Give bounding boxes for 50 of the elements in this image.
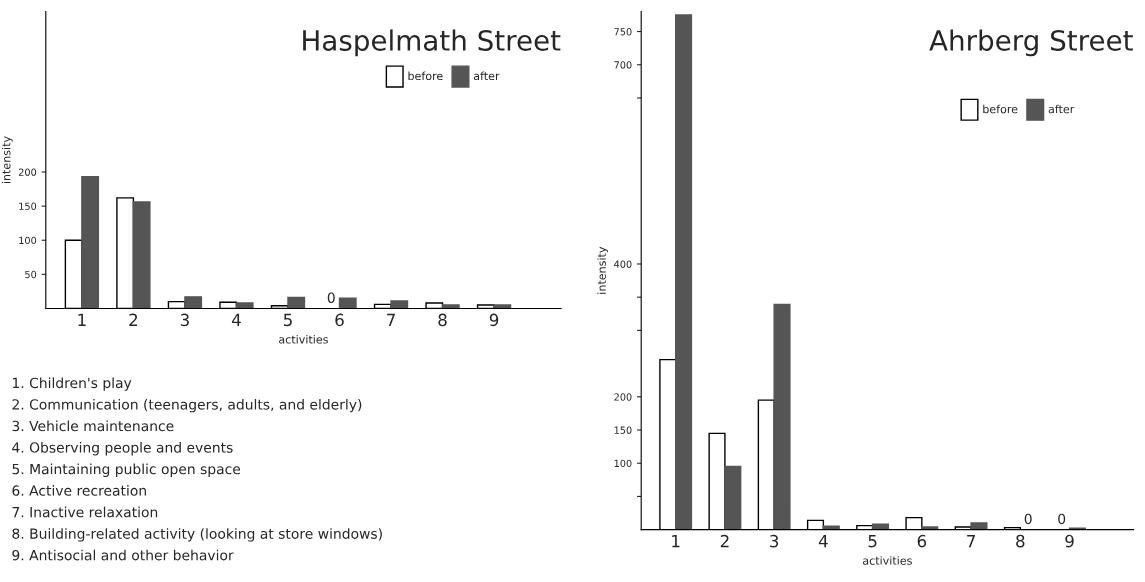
x-tick-label: 5	[283, 313, 292, 327]
y-tick-label: 100	[614, 459, 632, 468]
data-label: 0	[327, 292, 335, 303]
text: 5. Maintaining public open space	[12, 463, 241, 477]
text: 4. Observing people and events	[12, 442, 233, 456]
text: 9. Antisocial and other behavior	[12, 549, 234, 561]
x-tick-label: 1	[78, 313, 86, 326]
x-tick-label: 8	[438, 313, 447, 327]
legend-label: before	[408, 71, 443, 81]
x-tick-label: 3	[770, 534, 779, 548]
x-tick-label: 3	[180, 313, 189, 327]
x-tick-label: 6	[917, 534, 927, 548]
y-tick-label: 50	[25, 270, 37, 279]
legend-label: before	[983, 104, 1018, 114]
y-tick-label: 200	[18, 168, 37, 176]
text: Ahrberg Street	[929, 29, 1133, 57]
x-tick-label: 9	[1065, 534, 1074, 548]
text: 1. Children's play	[12, 377, 132, 391]
x-tick-label: 7	[387, 313, 395, 326]
legend-label: after	[473, 71, 500, 81]
y-tick-label: 200	[614, 393, 632, 401]
data-label: 0	[1058, 513, 1066, 525]
text: 6. Active recreation	[12, 485, 146, 496]
x-tick-label: 6	[335, 313, 344, 327]
x-axis-title: activities	[863, 556, 912, 565]
y-tick-label: 750	[614, 28, 632, 36]
text: 7. Inactive relaxation	[12, 506, 158, 518]
y-tick-label: 400	[614, 260, 632, 268]
text: Haspelmath Street	[303, 29, 561, 57]
text: 3. Vehicle maintenance	[12, 420, 174, 432]
x-tick-label: 4	[231, 313, 241, 326]
data-label: 0	[1024, 513, 1032, 525]
x-tick-label: 4	[818, 534, 828, 548]
x-tick-label: 2	[129, 313, 138, 326]
y-axis-title: intensity	[597, 246, 609, 294]
y-tick-label: 100	[19, 236, 37, 245]
x-tick-label: 9	[489, 313, 499, 327]
legend-label: after	[1048, 104, 1075, 114]
x-tick-label: 8	[1016, 534, 1025, 548]
y-tick-label: 700	[614, 61, 632, 69]
x-axis-title: activities	[279, 335, 328, 344]
text: 8. Building-related activity (looking at store windows)	[12, 528, 382, 542]
text: 2. Communication (teenagers, adults, and elderly)	[12, 398, 362, 413]
y-axis-title: intensity	[1, 136, 13, 184]
y-tick-label: 150	[614, 426, 632, 434]
x-tick-label: 7	[967, 534, 975, 548]
x-tick-label: 5	[868, 534, 877, 548]
x-tick-label: 1	[672, 534, 680, 548]
x-tick-label: 2	[720, 534, 729, 548]
y-tick-label: 150	[19, 202, 37, 210]
